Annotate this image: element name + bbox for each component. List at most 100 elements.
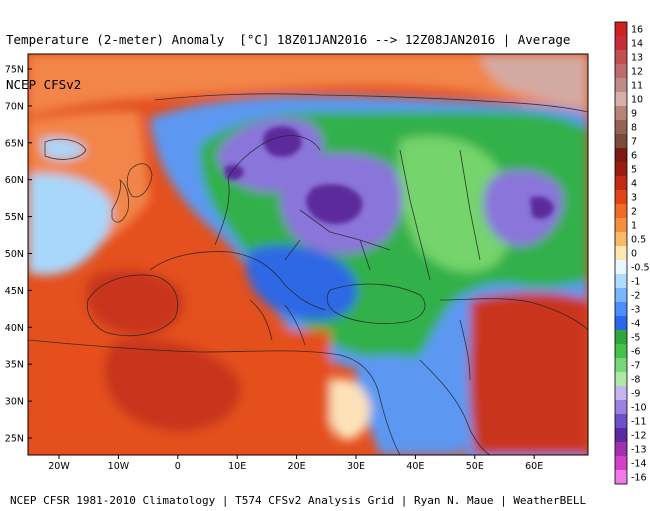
title-line-2: NCEP CFSv2 — [6, 77, 82, 92]
balkans-cool-region — [246, 245, 358, 321]
colorbar-label: 10 — [631, 95, 643, 106]
colorbar-label: 11 — [631, 81, 643, 92]
lat-label: 60N — [5, 175, 24, 186]
colorbar-swatch — [615, 372, 627, 387]
colorbar-label: -2 — [631, 291, 640, 302]
colorbar-label: -4 — [631, 319, 640, 330]
colorbar-swatch — [615, 358, 627, 373]
colorbar-swatch — [615, 176, 627, 191]
lat-label: 75N — [5, 65, 24, 76]
lon-label: 20W — [48, 461, 70, 472]
colorbar-swatch — [615, 260, 627, 275]
colorbar-label: 12 — [631, 67, 643, 78]
colorbar-label: 6 — [631, 151, 637, 162]
colorbar-swatch — [615, 64, 627, 79]
lat-label: 25N — [5, 434, 24, 445]
lat-label: 70N — [5, 101, 24, 112]
lon-label: 30E — [347, 461, 365, 472]
colorbar-swatch — [615, 442, 627, 457]
colorbar-swatch — [615, 400, 627, 415]
map-footer: NCEP CFSR 1981-2010 Climatology | T574 C… — [10, 494, 587, 507]
colorbar-swatch — [615, 92, 627, 107]
middle-east-cool-region — [355, 355, 462, 455]
colorbar-swatch — [615, 106, 627, 121]
colorbar-swatch — [615, 204, 627, 219]
colorbar: 16 14 13 12 11 10 9 8 7 6 5 4 3 2 1 0.5 0 -0.5 -1 -2 -3 -4 -5 -… — [614, 21, 650, 485]
finland-dark-purple-core — [263, 126, 302, 157]
lat-label: 55N — [5, 212, 24, 223]
colorbar-swatch — [615, 330, 627, 345]
lon-label: 10W — [108, 461, 130, 472]
colorbar-swatch — [615, 120, 627, 135]
colorbar-swatch — [615, 134, 627, 149]
egypt-neutral-region — [325, 378, 371, 440]
colorbar-label: 4 — [631, 179, 637, 190]
colorbar-label: -8 — [631, 375, 640, 386]
lat-label: 50N — [5, 249, 24, 260]
colorbar-label: -11 — [631, 417, 647, 428]
temperature-anomaly-field — [28, 54, 588, 455]
colorbar-label: -1 — [631, 277, 640, 288]
colorbar-swatch — [615, 162, 627, 177]
colorbar-label: -10 — [631, 403, 647, 414]
colorbar-swatch — [615, 232, 627, 247]
lon-label: 60E — [525, 461, 543, 472]
sahara-dark-patch — [104, 339, 241, 432]
colorbar-label: 13 — [631, 53, 643, 64]
north-atlantic-cool-region — [28, 173, 112, 276]
map-title: Temperature (2-meter) Anomaly [°C] 18Z01… — [6, 2, 570, 107]
iran-warm-region — [469, 292, 588, 455]
lat-label: 30N — [5, 397, 24, 408]
lon-label: 20E — [288, 461, 306, 472]
lat-label: 45N — [5, 286, 24, 297]
siberia-dark-purple-core — [530, 196, 554, 219]
lon-label: 0 — [175, 461, 181, 472]
colorbar-swatch — [615, 302, 627, 317]
colorbar-swatch — [615, 344, 627, 359]
colorbar-label: -5 — [631, 333, 640, 344]
colorbar-swatch — [615, 288, 627, 303]
plot-frame — [27, 53, 589, 456]
svalbard-warm-region — [480, 54, 588, 110]
arctic-anomaly-region — [28, 54, 588, 120]
colorbar-label: -14 — [631, 459, 647, 470]
colorbar-swatch — [615, 246, 627, 261]
colorbar-label: 9 — [631, 109, 637, 120]
colorbar-label: -3 — [631, 305, 640, 316]
latitude-axis: 75N 70N 65N 60N 55N 50N 45N 40N 35N 30N 25N — [5, 65, 32, 445]
colorbar-swatch — [615, 148, 627, 163]
colorbar-label: 14 — [631, 39, 643, 50]
colorbar-swatch — [615, 470, 627, 485]
colorbar-swatch — [615, 456, 627, 471]
colorbar-swatch — [615, 218, 627, 233]
colorbar-label: -7 — [631, 361, 640, 372]
colorbar-label: -9 — [631, 389, 640, 400]
colorbar-label: 1 — [631, 221, 637, 232]
lat-label: 40N — [5, 323, 24, 334]
russia-dark-purple-core — [305, 184, 363, 225]
iceland-cool-patch — [40, 138, 86, 160]
green-light-region — [398, 136, 515, 273]
lon-label: 40E — [406, 461, 424, 472]
colorbar-label: 3 — [631, 193, 637, 204]
colorbar-frame — [614, 21, 628, 485]
colorbar-swatch — [615, 274, 627, 289]
colorbar-swatch — [615, 428, 627, 443]
iberia-warm-region — [86, 270, 184, 336]
colorbar-label: -16 — [631, 473, 647, 484]
colorbar-label: 0.5 — [631, 235, 646, 246]
lon-label: 50E — [466, 461, 484, 472]
colorbar-swatch — [615, 414, 627, 429]
lat-label: 35N — [5, 360, 24, 371]
colorbar-label: 0 — [631, 249, 637, 260]
title-line-1: Temperature (2-meter) Anomaly [°C] 18Z01… — [6, 32, 571, 47]
colorbar-label: -12 — [631, 431, 647, 442]
longitude-axis: 20W 10W 0 10E 20E 30E 40E 50E 60E — [48, 455, 543, 472]
colorbar-label: 16 — [631, 25, 643, 36]
siberia-purple-region — [483, 170, 564, 247]
colorbar-label: 2 — [631, 207, 637, 218]
colorbar-label: -6 — [631, 347, 640, 358]
colorbar-label: 7 — [631, 137, 637, 148]
colorbar-swatch — [615, 190, 627, 205]
